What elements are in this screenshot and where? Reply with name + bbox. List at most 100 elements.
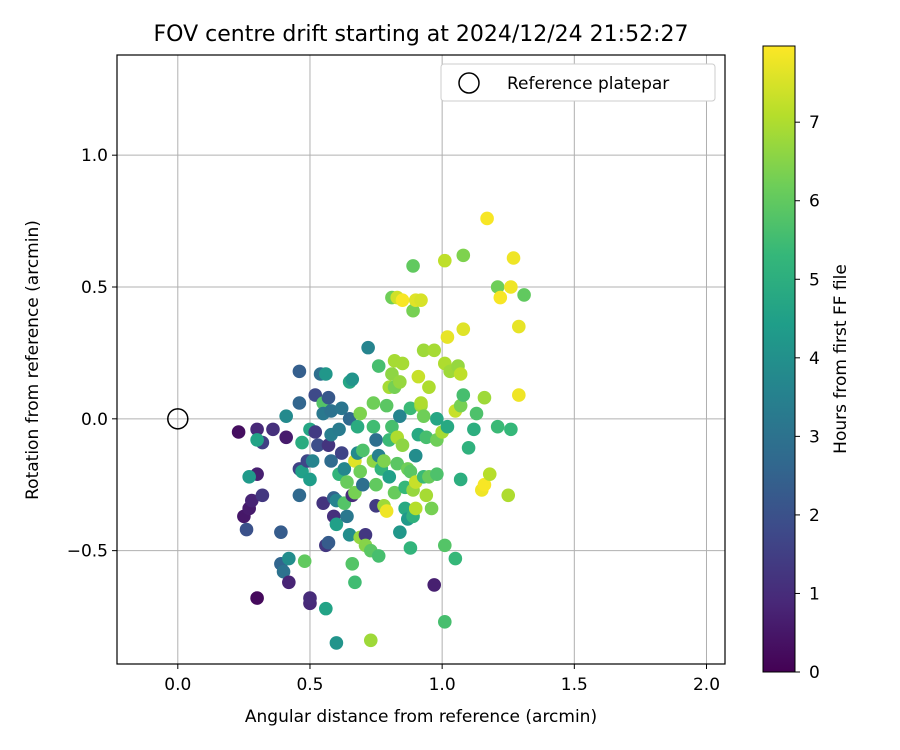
data-point — [427, 578, 442, 592]
data-point — [334, 401, 349, 416]
data-point — [321, 535, 336, 550]
y-axis-label: Rotation from reference (arcmin) — [23, 220, 43, 500]
colorbar-tick-label: 6 — [809, 192, 820, 212]
y-tick-label: −0.5 — [67, 542, 108, 562]
data-point — [453, 472, 468, 487]
data-point — [406, 259, 420, 273]
colorbar-label: Hours from first FF file — [831, 264, 851, 454]
data-point — [419, 488, 434, 503]
colorbar-gradient — [762, 45, 796, 673]
data-point — [512, 319, 526, 334]
data-point — [393, 375, 407, 389]
data-point — [342, 528, 357, 542]
data-point — [490, 280, 505, 294]
data-point — [324, 404, 338, 418]
data-point — [461, 441, 476, 455]
legend-box — [440, 63, 716, 102]
data-point — [292, 488, 307, 503]
data-point — [456, 248, 471, 263]
data-point — [414, 396, 428, 410]
data-point — [369, 433, 383, 447]
data-point — [403, 401, 418, 416]
data-point — [517, 288, 531, 302]
data-point — [395, 293, 410, 307]
data-point — [316, 496, 330, 510]
data-point — [504, 280, 518, 294]
data-point — [363, 633, 378, 648]
data-point — [231, 425, 246, 439]
data-point — [356, 443, 370, 458]
data-point — [250, 591, 264, 605]
data-point — [490, 419, 505, 434]
data-point — [245, 493, 259, 508]
colorbar-ticks: 0 1 2 3 4 5 6 7 — [795, 113, 820, 683]
colorbar-tick-label: 0 — [809, 663, 820, 683]
data-point — [382, 470, 397, 484]
data-point — [482, 467, 497, 481]
data-point — [419, 430, 434, 445]
data-point — [350, 419, 365, 434]
data-point — [276, 564, 291, 579]
data-point — [366, 396, 381, 410]
legend: Reference platepar — [440, 63, 716, 102]
data-points — [231, 211, 531, 650]
legend-marker-icon — [458, 72, 480, 94]
data-point — [408, 448, 423, 463]
data-point — [390, 456, 405, 471]
data-point — [274, 525, 288, 539]
data-point — [403, 464, 418, 479]
plot-frame — [116, 54, 726, 665]
data-point — [332, 422, 346, 437]
x-axis-label: Angular distance from reference (arcmin) — [245, 707, 597, 727]
data-point — [440, 419, 455, 434]
data-point — [456, 388, 471, 402]
data-point — [353, 464, 368, 479]
data-point — [408, 501, 423, 516]
data-point — [504, 422, 518, 437]
data-point — [250, 433, 264, 447]
data-point — [469, 406, 484, 421]
data-point — [366, 419, 381, 434]
colorbar-tick-label: 1 — [809, 584, 820, 604]
data-point — [337, 462, 352, 476]
data-point — [422, 380, 436, 394]
data-point — [329, 517, 344, 532]
data-point — [321, 390, 336, 405]
data-point — [430, 467, 444, 481]
data-point — [282, 575, 296, 590]
data-point — [340, 475, 354, 489]
chart-title: FOV centre drift starting at 2024/12/24 … — [154, 22, 689, 47]
data-point — [493, 290, 508, 305]
data-point — [311, 438, 325, 452]
data-point — [414, 293, 428, 307]
data-point — [512, 388, 526, 402]
data-point — [477, 390, 492, 405]
colorbar-tick-label: 2 — [809, 506, 820, 526]
data-point — [453, 398, 468, 413]
data-point — [242, 470, 256, 484]
data-point — [340, 509, 354, 524]
data-point — [305, 454, 320, 468]
data-point — [279, 409, 293, 423]
data-point — [448, 551, 463, 566]
data-point — [437, 538, 452, 553]
data-point — [292, 364, 307, 379]
colorbar-tick-label: 5 — [809, 270, 820, 290]
data-point — [437, 253, 452, 268]
colorbar-tick-label: 4 — [809, 349, 820, 369]
data-point — [345, 372, 360, 387]
data-point — [361, 340, 375, 355]
colorbar-tick-label: 7 — [809, 113, 820, 133]
data-point — [353, 406, 368, 421]
data-point — [297, 554, 312, 568]
y-axis: −0.5 0.0 0.5 1.0 — [67, 146, 117, 562]
data-point — [440, 330, 455, 344]
data-point — [295, 435, 309, 450]
reference-platepar-marker — [167, 408, 189, 430]
x-tick-label: 1.5 — [561, 675, 588, 695]
data-point — [430, 412, 444, 426]
x-axis: 0.0 0.5 1.0 1.5 2.0 — [164, 664, 720, 695]
data-point — [377, 454, 391, 468]
data-point — [480, 211, 494, 226]
